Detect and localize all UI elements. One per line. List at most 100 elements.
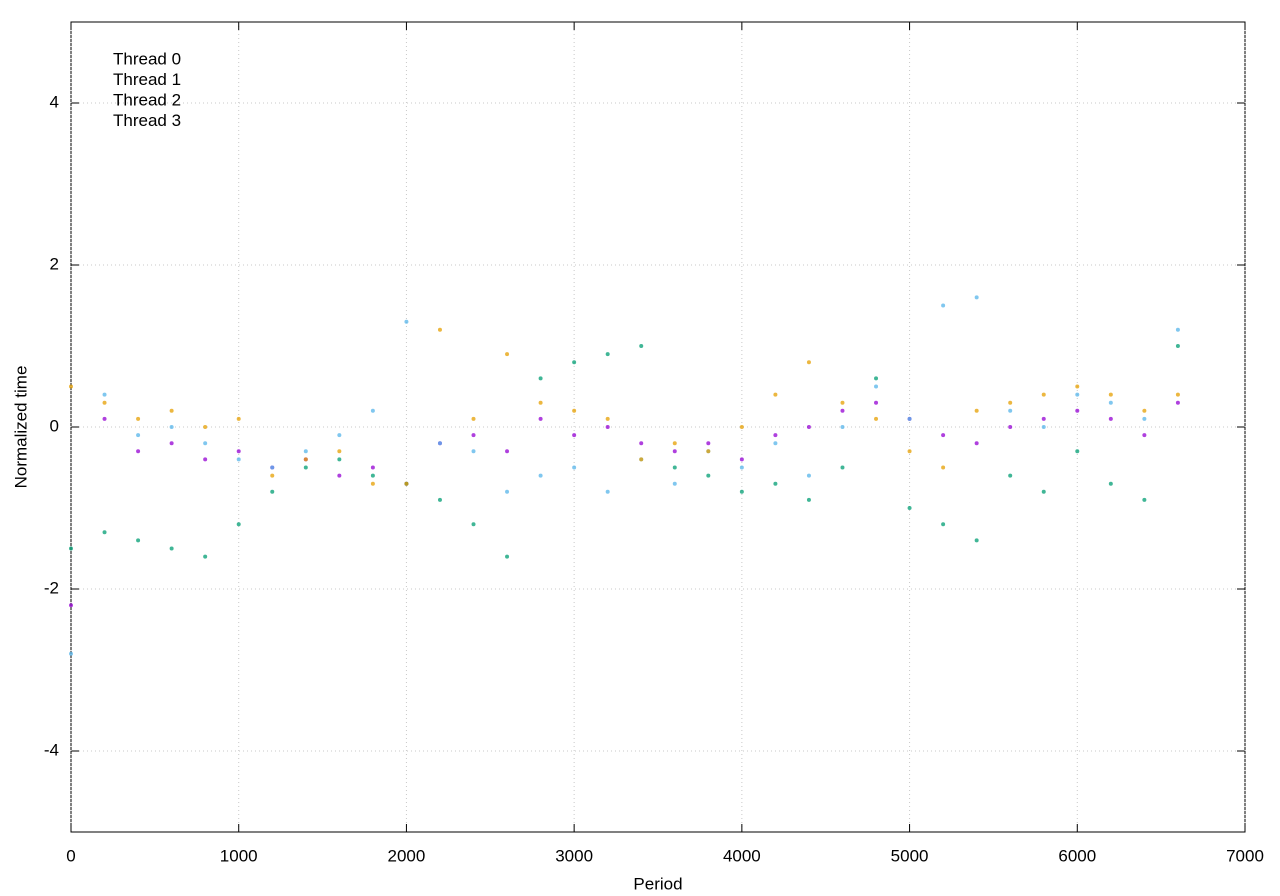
point (471, 433, 476, 438)
x-tick-label: 6000 (1058, 846, 1096, 865)
point (874, 400, 879, 405)
point (773, 481, 778, 486)
point (370, 465, 375, 470)
point (69, 603, 73, 608)
point (136, 416, 141, 421)
point (1041, 392, 1046, 397)
point (974, 538, 979, 543)
legend-label: Thread 0 (113, 49, 181, 68)
x-axis-label: Period (633, 874, 682, 893)
point (102, 416, 107, 421)
point (471, 449, 476, 454)
point (605, 416, 610, 421)
point (1008, 408, 1013, 413)
point (1075, 384, 1080, 389)
point (739, 465, 744, 470)
point (69, 546, 73, 551)
point (672, 465, 677, 470)
point (605, 352, 610, 357)
point (337, 457, 342, 462)
point (840, 425, 845, 429)
point (639, 344, 644, 348)
point (572, 433, 577, 438)
point (739, 489, 744, 494)
point (773, 433, 778, 438)
point (505, 352, 510, 357)
point (538, 473, 543, 478)
point (806, 360, 811, 365)
y-tick-label: -4 (44, 740, 59, 759)
x-tick-label: 4000 (723, 846, 761, 865)
point (1108, 416, 1113, 421)
point (471, 522, 476, 527)
point (437, 441, 442, 446)
point (303, 465, 308, 470)
point (437, 497, 442, 502)
point (270, 465, 275, 470)
point (874, 376, 879, 381)
point (471, 416, 476, 421)
point (572, 360, 577, 365)
point (102, 392, 107, 397)
point (1041, 489, 1046, 494)
point (1008, 425, 1013, 429)
point (538, 376, 543, 381)
point (169, 408, 174, 413)
legend-label: Thread 2 (113, 90, 181, 109)
point (270, 473, 275, 478)
point (739, 457, 744, 462)
point (1175, 344, 1180, 348)
y-axis-label: Normalized time (11, 366, 30, 489)
point (1075, 408, 1080, 413)
point (505, 489, 510, 494)
point (1108, 481, 1113, 486)
point (572, 465, 577, 470)
point (672, 449, 677, 454)
point (840, 400, 845, 405)
point (1041, 425, 1046, 429)
point (672, 441, 677, 446)
point (203, 457, 208, 462)
point (236, 449, 241, 454)
point (370, 481, 375, 486)
point (840, 408, 845, 413)
point (941, 522, 946, 527)
point (1008, 473, 1013, 478)
x-tick-label: 1000 (220, 846, 258, 865)
point (1108, 400, 1113, 405)
point (169, 441, 174, 446)
point (605, 489, 610, 494)
y-tick-label: 2 (50, 254, 59, 273)
x-tick-label: 5000 (891, 846, 929, 865)
point (639, 441, 644, 446)
point (1175, 327, 1180, 332)
x-tick-label: 2000 (388, 846, 426, 865)
point (69, 384, 73, 389)
point (370, 408, 375, 413)
point (1075, 449, 1080, 454)
point (739, 425, 744, 429)
point (136, 449, 141, 454)
point (437, 327, 442, 332)
point (236, 416, 241, 421)
point (370, 473, 375, 478)
point (907, 449, 912, 454)
point (806, 425, 811, 429)
point (773, 441, 778, 446)
point (1142, 416, 1147, 421)
point (974, 408, 979, 413)
point (538, 400, 543, 405)
point (404, 319, 409, 324)
point (1041, 416, 1046, 421)
point (672, 481, 677, 486)
point (706, 473, 711, 478)
point (203, 425, 208, 429)
point (303, 449, 308, 454)
point (806, 497, 811, 502)
point (874, 384, 879, 389)
point (1008, 400, 1013, 405)
point (236, 457, 241, 462)
point (1142, 433, 1147, 438)
point (941, 465, 946, 470)
point (169, 425, 174, 429)
